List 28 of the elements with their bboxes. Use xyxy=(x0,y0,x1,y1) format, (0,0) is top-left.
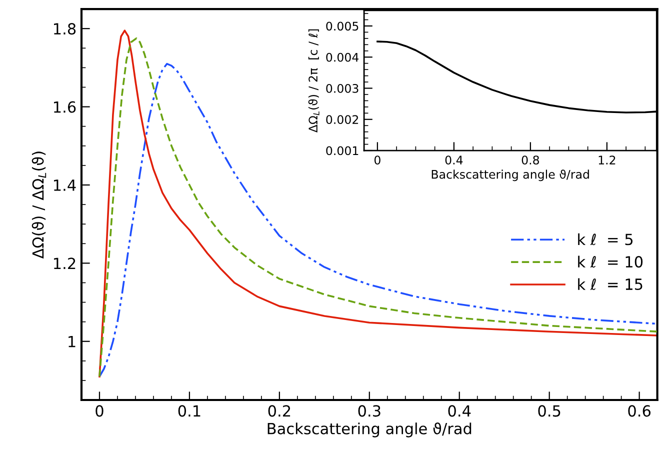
x-axis-title: Backscattering angle ϑ/rad xyxy=(268,422,472,438)
x-tick-label: 0.3 xyxy=(358,405,380,417)
x-tick-label: 0.1 xyxy=(178,405,200,417)
legend-label: k ℓ = 15 xyxy=(578,278,642,290)
y-tick-label: 0.004 xyxy=(326,52,359,62)
x-tick-label: 0.8 xyxy=(522,156,540,165)
y-tick-label: 0.001 xyxy=(326,146,358,156)
y-axis-title: ΔΩ$_{L}$(ϑ) / 2π [c / ℓ] xyxy=(308,29,320,133)
x-tick-label: 0.5 xyxy=(538,405,560,417)
x-tick-label: 0 xyxy=(96,405,104,417)
y-tick-label: 1.4 xyxy=(54,180,76,191)
y-tick-label: 1.6 xyxy=(54,101,76,113)
y-tick-label: 1 xyxy=(68,336,76,348)
x-tick-label: 0.6 xyxy=(628,405,651,417)
x-tick-label: 1.2 xyxy=(598,156,616,164)
x-tick-label: 0.4 xyxy=(448,405,471,417)
legend-label: k ℓ = 5 xyxy=(578,233,633,246)
y-tick-label: 1.2 xyxy=(54,258,76,269)
y-tick-label: 1.8 xyxy=(54,23,76,35)
y-tick-label: 0.003 xyxy=(326,84,358,93)
y-axis-title: ΔΩ(ϑ) / ΔΩ$_{L}$(ϑ) xyxy=(32,152,46,259)
x-tick-label: 0.2 xyxy=(268,405,290,417)
x-tick-label: 0 xyxy=(374,156,380,165)
y-tick-label: 0.005 xyxy=(326,22,358,31)
x-axis-title: Backscattering angle ϑ/rad xyxy=(432,170,589,182)
legend-label: k ℓ = 10 xyxy=(578,256,643,268)
x-tick-label: 0.4 xyxy=(445,156,463,165)
y-tick-label: 0.002 xyxy=(326,115,358,124)
